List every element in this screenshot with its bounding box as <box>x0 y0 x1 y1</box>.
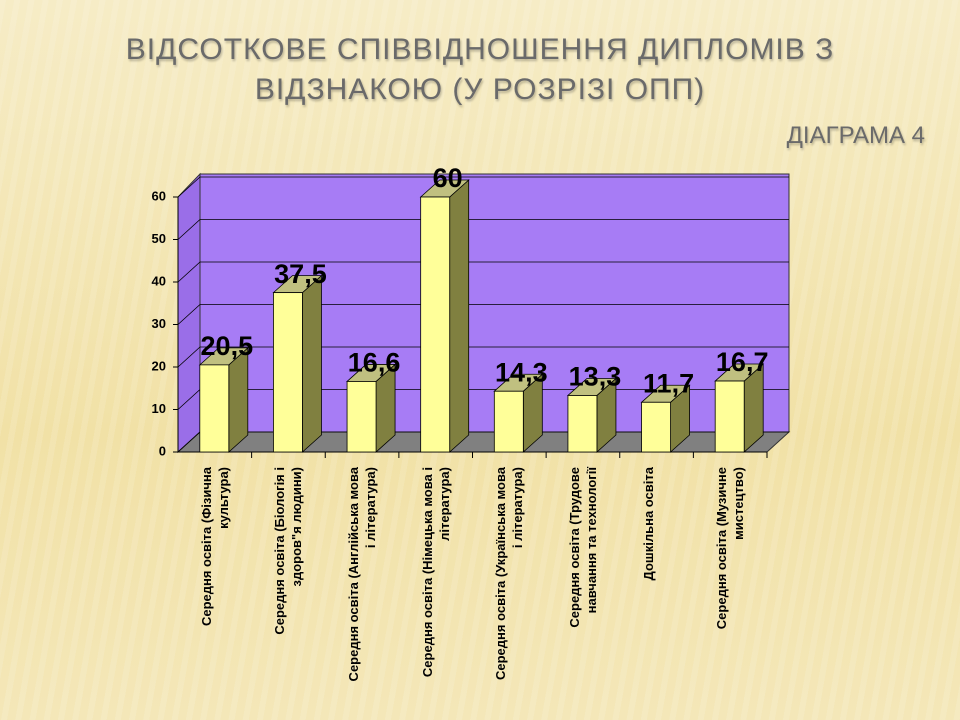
value-label: 14,3 <box>495 357 548 387</box>
slide-title: ВІДСОТКОВЕ СПІВВІДНОШЕННЯ ДИПЛОМІВ З ВІД… <box>125 33 835 106</box>
grid-line <box>177 261 789 283</box>
x-tick-label: Дошкільна освіта <box>640 467 656 581</box>
bar <box>567 395 598 453</box>
floor <box>176 431 791 453</box>
y-tick-label: 20 <box>152 358 166 373</box>
bar <box>346 381 377 453</box>
x-tick-label: Середня освіта (Музичне мистецтво) <box>714 467 747 630</box>
grid-line <box>177 304 789 325</box>
bar <box>420 196 451 453</box>
x-tick-label: Середня освіта (Фізична культура) <box>198 467 231 627</box>
value-label: 13,3 <box>569 362 622 392</box>
bar <box>199 364 230 453</box>
value-label: 16,7 <box>716 347 769 377</box>
bar <box>714 380 745 453</box>
x-tick-label: Середня освіта (Трудове навчання та техн… <box>566 467 599 628</box>
bar-side <box>449 179 470 453</box>
bar <box>641 401 671 453</box>
y-tick-label: 50 <box>152 231 166 246</box>
side-wall <box>177 172 201 454</box>
x-tick-label: Середня освіта (Німецька мова і літерату… <box>419 467 452 678</box>
value-label: 60 <box>433 163 463 193</box>
grid-line <box>177 176 789 198</box>
bar <box>493 390 524 453</box>
y-tick-label: 30 <box>152 316 166 331</box>
slide-subtitle: ДІАГРАМА 4 <box>786 122 925 149</box>
y-tick-label: 60 <box>152 188 166 203</box>
y-tick-label: 0 <box>159 443 166 458</box>
y-tick-label: 10 <box>152 401 166 416</box>
x-tick-label: Середня освіта (Біологія і здоров"я люди… <box>272 467 305 635</box>
value-label: 37,5 <box>274 259 327 289</box>
value-label: 16,6 <box>348 348 401 378</box>
grid-line <box>177 219 789 240</box>
x-tick-label: Середня освіта (Англійська мова і літера… <box>346 467 379 682</box>
bar-side <box>302 274 322 453</box>
x-tick-label: Середня освіта (Українська мова і літера… <box>493 467 526 681</box>
value-label: 20,5 <box>201 331 254 361</box>
grid-line <box>177 346 789 368</box>
bar-side <box>228 346 249 453</box>
bar <box>273 292 303 453</box>
value-label: 11,7 <box>643 368 694 398</box>
y-tick-label: 40 <box>152 273 166 288</box>
